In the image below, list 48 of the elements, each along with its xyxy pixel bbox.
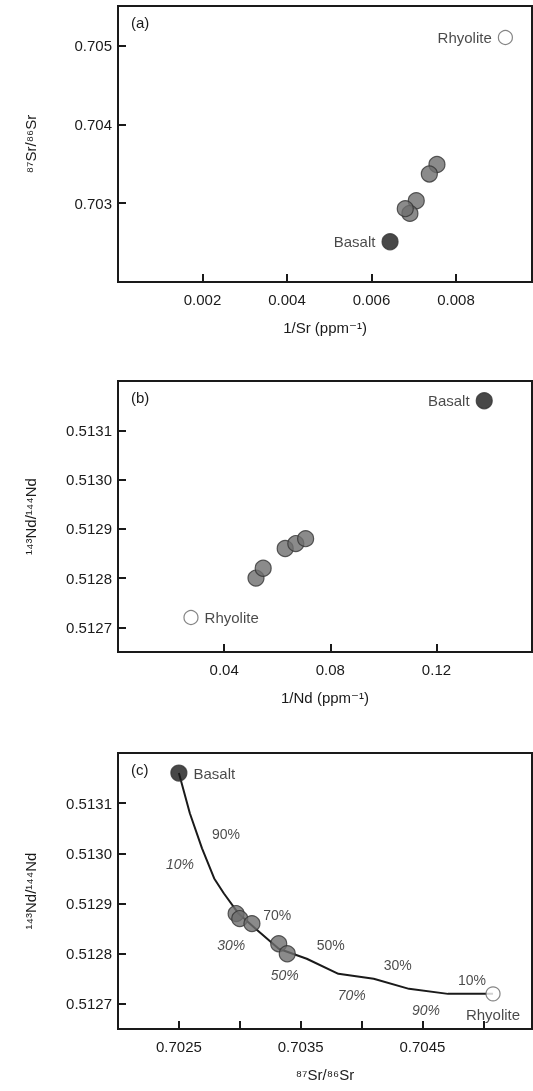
annotation: 10% xyxy=(457,971,486,988)
series-label: Basalt xyxy=(333,233,377,251)
series-label: Rhyolite xyxy=(204,609,259,627)
y-tick-label: 0.705 xyxy=(74,36,112,54)
y-tick-label: 0.5129 xyxy=(66,520,112,538)
y-tick-label: 0.5127 xyxy=(66,995,112,1013)
annotation: 30% xyxy=(383,956,412,973)
series-label: Basalt xyxy=(427,392,471,410)
x-axis-title: ⁸⁷Sr/⁸⁶Sr xyxy=(295,1066,355,1083)
annotation: 70% xyxy=(263,906,292,923)
y-tick-label: 0.703 xyxy=(74,194,112,212)
x-tick-label: 0.004 xyxy=(268,291,306,308)
y-tick-label: 0.5127 xyxy=(66,618,112,636)
x-tick-label: 0.006 xyxy=(352,291,391,308)
x-tick-label: 0.12 xyxy=(421,661,452,678)
y-tick-label: 0.5130 xyxy=(66,844,112,862)
x-axis-title: 1/Nd (ppm⁻¹) xyxy=(281,689,369,706)
y-tick-label: 0.5128 xyxy=(66,569,112,587)
y-tick-label: 0.5130 xyxy=(66,471,112,489)
y-axis-title: ¹⁴³Nd/¹⁴⁴Nd xyxy=(22,478,39,555)
annotation: 50% xyxy=(270,966,299,983)
y-axis-title: ⁸⁷Sr/⁸⁶Sr xyxy=(22,114,39,174)
x-tick-label: 0.04 xyxy=(209,661,239,678)
annotation: 50% xyxy=(316,936,345,953)
annotation: 90% xyxy=(212,826,241,843)
annotation: 10% xyxy=(166,856,195,873)
annotation: 30% xyxy=(217,936,246,953)
x-tick-label: 0.002 xyxy=(183,291,222,308)
annotation: 70% xyxy=(337,986,366,1003)
y-tick-label: 0.5131 xyxy=(66,794,112,812)
series-label: Rhyolite xyxy=(437,29,492,47)
y-tick-label: 0.5128 xyxy=(66,945,112,963)
annotation: 90% xyxy=(411,1001,440,1018)
y-tick-label: 0.704 xyxy=(74,115,112,133)
y-axis-title: ¹⁴³Nd/¹⁴⁴Nd xyxy=(22,852,39,930)
text: (c) xyxy=(131,761,149,778)
text: (a) xyxy=(131,14,150,31)
x-axis-title: 1/Sr (ppm⁻¹) xyxy=(283,319,367,336)
x-tick-label: 0.7025 xyxy=(155,1038,202,1055)
text: (b) xyxy=(131,389,150,406)
x-tick-label: 0.7035 xyxy=(277,1038,324,1055)
series-label: Basalt xyxy=(193,764,236,782)
x-tick-label: 0.7045 xyxy=(399,1038,446,1055)
x-tick-label: 0.008 xyxy=(437,291,475,308)
y-tick-label: 0.5129 xyxy=(66,895,112,913)
x-tick-label: 0.08 xyxy=(315,661,345,678)
series-label: Rhyolite xyxy=(465,1006,521,1024)
y-tick-label: 0.5131 xyxy=(66,421,112,439)
